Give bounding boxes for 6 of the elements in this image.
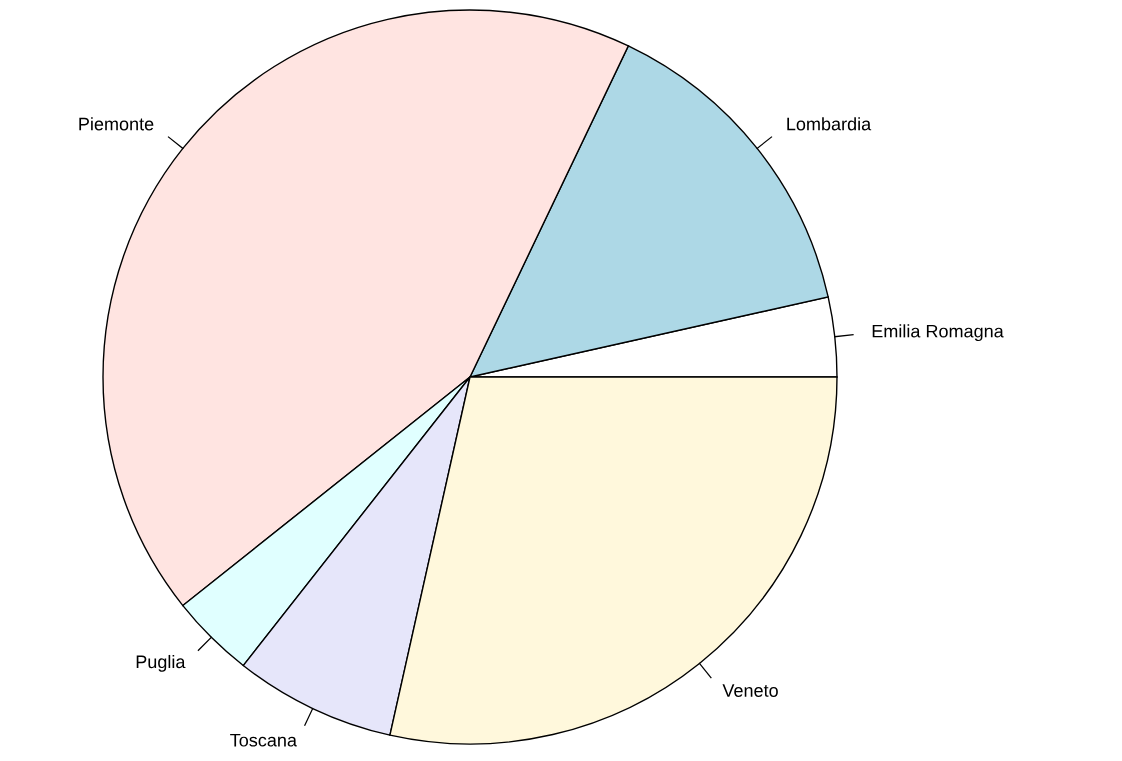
slice-label: Piemonte bbox=[79, 117, 154, 131]
slice-label: Veneto bbox=[722, 684, 778, 697]
slice-label: Emilia Romagna bbox=[872, 324, 1004, 342]
slice-label: Puglia bbox=[136, 654, 186, 672]
slice-label: Toscana bbox=[230, 733, 297, 747]
slice-label: Lombardia bbox=[787, 117, 872, 131]
